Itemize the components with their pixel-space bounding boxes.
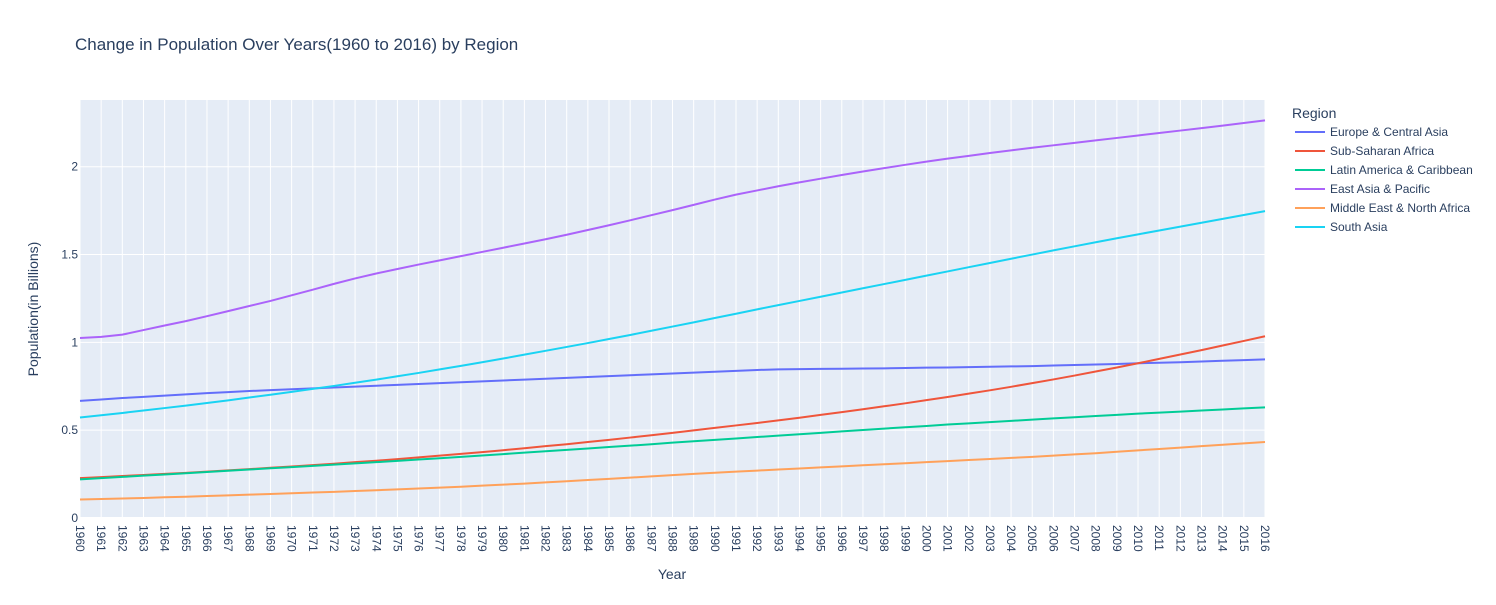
x-tick-label: 2005	[1025, 525, 1039, 552]
x-tick-label: 1989	[687, 525, 701, 552]
x-tick-label: 2009	[1110, 525, 1124, 552]
y-tick-label: 0	[71, 511, 78, 525]
legend-item[interactable]: South Asia	[1295, 220, 1388, 234]
x-tick-label: 1992	[750, 525, 764, 552]
legend-item[interactable]: Sub-Saharan Africa	[1295, 144, 1434, 158]
x-tick-label: 1972	[327, 525, 341, 552]
x-tick-label: 1971	[306, 525, 320, 552]
legend-label: Sub-Saharan Africa	[1330, 144, 1434, 158]
x-tick-label: 2015	[1237, 525, 1251, 552]
x-tick-label: 1983	[560, 525, 574, 552]
x-tick-label: 2013	[1195, 525, 1209, 552]
x-tick-label: 2012	[1173, 525, 1187, 552]
legend-label: Middle East & North Africa	[1330, 201, 1470, 215]
series-lines	[79, 119, 1266, 501]
x-gridlines	[79, 100, 1266, 518]
x-tick-label: 2014	[1216, 525, 1230, 552]
x-tick-label: 2016	[1258, 525, 1272, 552]
series-line-south-asia	[79, 210, 1266, 419]
x-tick-label: 1977	[433, 525, 447, 552]
legend-item[interactable]: East Asia & Pacific	[1295, 182, 1430, 196]
series-line-latin-america-caribbean	[79, 406, 1266, 481]
x-tick-label: 1975	[390, 525, 404, 552]
y-tick-label: 1.5	[61, 248, 78, 262]
y-tick-label: 0.5	[61, 423, 78, 437]
x-tick-label: 1969	[263, 525, 277, 552]
x-tick-label: 1967	[221, 525, 235, 552]
x-tick-label: 1981	[517, 525, 531, 552]
y-gridlines	[80, 166, 1265, 519]
x-tick-label: 1976	[412, 525, 426, 552]
legend-label: East Asia & Pacific	[1330, 182, 1430, 196]
legend-item[interactable]: Europe & Central Asia	[1295, 125, 1448, 139]
x-tick-label: 2000	[919, 525, 933, 552]
x-tick-label: 1994	[792, 525, 806, 552]
x-tick-label: 2010	[1131, 525, 1145, 552]
x-tick-label: 1965	[179, 525, 193, 552]
x-tick-label: 2006	[1046, 525, 1060, 552]
x-tick-label: 2011	[1152, 525, 1166, 551]
y-tick-label: 1	[71, 335, 78, 349]
legend-label: South Asia	[1330, 220, 1388, 234]
x-tick-label: 1978	[454, 525, 468, 552]
x-tick-label: 1973	[348, 525, 362, 552]
x-tick-label: 1984	[581, 525, 595, 552]
x-tick-label: 2008	[1089, 525, 1103, 552]
legend-label: Latin America & Caribbean	[1330, 163, 1473, 177]
x-tick-label: 1980	[496, 525, 510, 552]
series-line-middle-east-north-africa	[79, 440, 1266, 501]
x-tick-label: 1962	[115, 525, 129, 552]
x-tick-label: 2003	[983, 525, 997, 552]
x-tick-label: 1991	[729, 525, 743, 552]
x-tick-label: 1979	[475, 525, 489, 552]
series-line-europe-central-asia	[79, 358, 1266, 402]
legend-item[interactable]: Latin America & Caribbean	[1295, 163, 1473, 177]
x-tick-labels: 1960 1961 1962 1963 1964 1965 1966 1967 1968 1969…	[73, 525, 1272, 552]
y-axis-label: Population(in Billions)	[25, 242, 41, 377]
x-tick-label: 1987	[644, 525, 658, 552]
x-tick-label: 1964	[158, 525, 172, 552]
legend-item[interactable]: Middle East & North Africa	[1295, 201, 1470, 215]
x-tick-label: 1998	[877, 525, 891, 552]
x-tick-label: 2004	[1004, 525, 1018, 552]
x-axis-label: Year	[658, 566, 687, 582]
x-tick-label: 1995	[814, 525, 828, 552]
x-tick-label: 1982	[539, 525, 553, 552]
chart-title: Change in Population Over Years(1960 to …	[75, 35, 518, 54]
x-tick-label: 2002	[962, 525, 976, 552]
x-tick-label: 1970	[285, 525, 299, 552]
x-tick-label: 1986	[623, 525, 637, 552]
x-tick-label: 1997	[856, 525, 870, 552]
x-tick-label: 1966	[200, 525, 214, 552]
x-tick-label: 1968	[242, 525, 256, 552]
series-line-east-asia-pacific	[79, 119, 1266, 339]
x-tick-label: 1974	[369, 525, 383, 552]
x-tick-label: 2007	[1068, 525, 1082, 552]
legend-label: Europe & Central Asia	[1330, 125, 1448, 139]
x-tick-label: 1988	[666, 525, 680, 552]
x-tick-label: 1999	[898, 525, 912, 552]
x-tick-label: 1963	[136, 525, 150, 552]
x-tick-label: 1960	[73, 525, 87, 552]
x-tick-label: 2001	[941, 525, 955, 552]
x-tick-label: 1993	[771, 525, 785, 552]
y-tick-label: 2	[71, 160, 78, 174]
x-tick-label: 1996	[835, 525, 849, 552]
legend-title: Region	[1292, 105, 1336, 121]
x-tick-label: 1985	[602, 525, 616, 552]
x-tick-label: 1990	[708, 525, 722, 552]
legend: Region Europe & Central Asia Sub-Saharan …	[1292, 105, 1473, 234]
y-tick-labels: 0 0.5 1 1.5 2	[61, 160, 78, 525]
x-tick-label: 1961	[94, 525, 108, 552]
